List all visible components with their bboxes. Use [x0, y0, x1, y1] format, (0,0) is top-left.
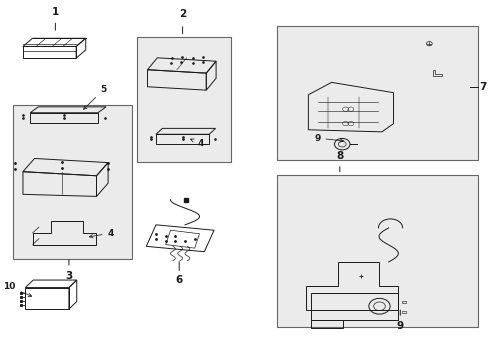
Bar	[402, 301, 406, 303]
Text: 3: 3	[65, 271, 72, 282]
Text: 8: 8	[336, 151, 343, 161]
Text: 7: 7	[478, 82, 486, 92]
FancyBboxPatch shape	[276, 175, 477, 327]
Text: 4: 4	[89, 229, 114, 238]
Text: 5: 5	[83, 85, 106, 109]
FancyBboxPatch shape	[13, 105, 132, 259]
Text: 6: 6	[175, 275, 183, 285]
Bar	[402, 311, 406, 313]
FancyBboxPatch shape	[276, 26, 477, 160]
Text: 4: 4	[190, 139, 203, 148]
Text: 2: 2	[179, 9, 186, 19]
Text: 1: 1	[52, 7, 59, 17]
Text: 9: 9	[396, 320, 403, 330]
FancyBboxPatch shape	[136, 37, 230, 162]
Text: 9: 9	[313, 134, 343, 143]
Text: 10: 10	[3, 282, 32, 296]
